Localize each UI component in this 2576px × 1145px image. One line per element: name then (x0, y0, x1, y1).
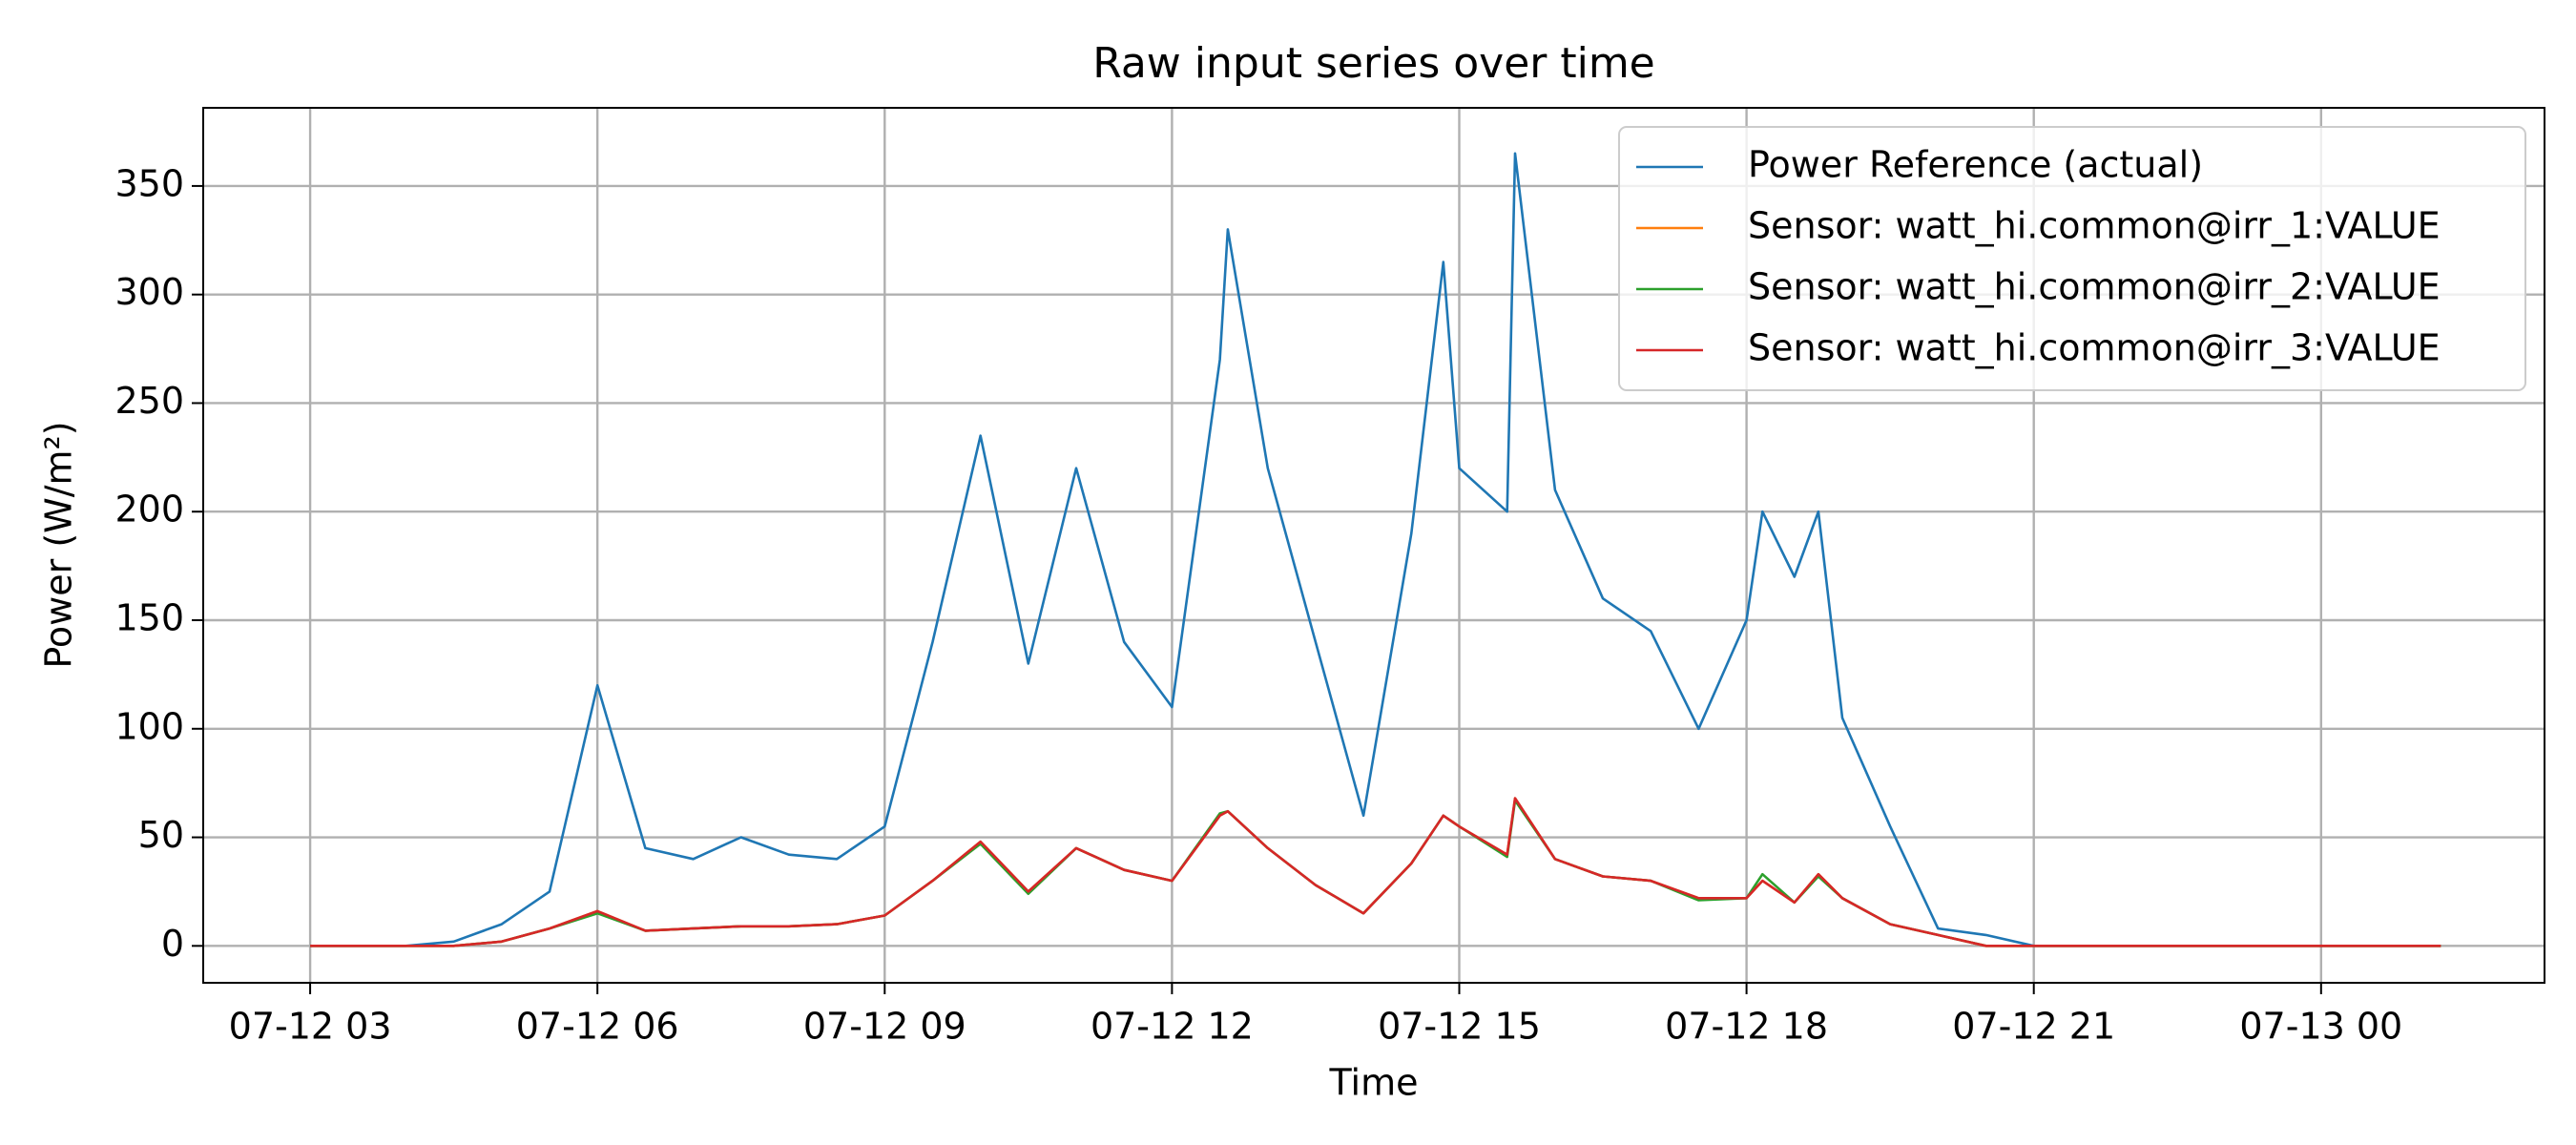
y-tick-label: 150 (114, 597, 184, 639)
x-tick-label: 07-12 18 (1665, 1006, 1828, 1048)
x-axis-label: Time (1329, 1062, 1419, 1104)
y-tick-label: 0 (161, 923, 184, 965)
y-tick-label: 100 (114, 705, 184, 747)
y-tick-label: 200 (114, 489, 184, 531)
y-tick-label: 50 (138, 814, 184, 856)
x-tick-label: 07-12 03 (229, 1006, 392, 1048)
x-tick-label: 07-12 15 (1378, 1006, 1541, 1048)
y-tick-label: 300 (114, 271, 184, 313)
legend-label: Sensor: watt_hi.common@irr_2:VALUE (1748, 266, 2441, 308)
x-tick-label: 07-13 00 (2239, 1006, 2402, 1048)
series-line (310, 797, 2441, 947)
legend-label: Power Reference (actual) (1748, 144, 2203, 186)
legend: Power Reference (actual) Sensor: watt_hi.… (1618, 126, 2526, 391)
chart-title: Raw input series over time (1092, 39, 1655, 88)
x-tick-label: 07-12 21 (1952, 1006, 2115, 1048)
y-tick-label: 250 (114, 380, 184, 422)
x-tick-label: 07-12 06 (516, 1006, 679, 1048)
x-tick-label: 07-12 12 (1091, 1006, 1254, 1048)
x-tick-label: 07-12 09 (803, 1006, 966, 1048)
y-axis-label: Power (W/m²) (38, 421, 80, 668)
legend-label: Sensor: watt_hi.common@irr_3:VALUE (1748, 327, 2441, 369)
y-tick-label: 350 (114, 162, 184, 204)
series-line (310, 152, 2441, 947)
plot-frame (202, 107, 2545, 984)
legend-label: Sensor: watt_hi.common@irr_1:VALUE (1748, 205, 2441, 247)
legend-box (1618, 126, 2526, 391)
